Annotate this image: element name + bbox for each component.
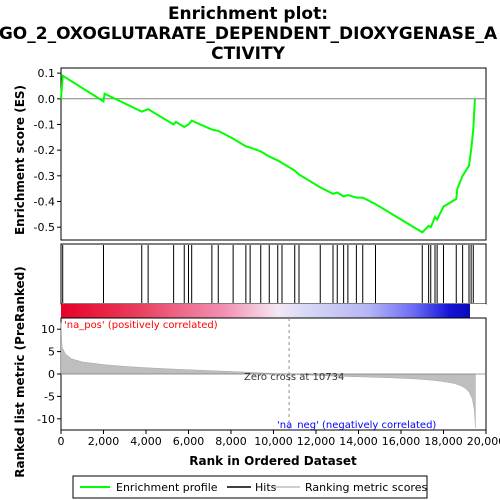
negative-correlation-label: 'na_neg' (negatively correlated): [277, 420, 436, 431]
metric-axis-title: Ranked list metric (PreRanked): [13, 266, 27, 478]
x-tick-label: 2,000: [88, 435, 120, 448]
metric-tick-label: -10: [37, 413, 55, 426]
x-tick-label: 18,000: [424, 435, 463, 448]
x-tick-label: 20,000: [467, 435, 500, 448]
hits-panel-frame: [60, 243, 487, 305]
es-tick-label: -0.3: [34, 170, 55, 183]
x-tick-label: 14,000: [339, 435, 378, 448]
legend-metric-label: Ranking metric scores: [305, 481, 427, 494]
chart-title-line-1: Enrichment plot:: [168, 4, 328, 24]
metric-tick-label: 10: [41, 323, 55, 336]
x-tick-label: 16,000: [382, 435, 421, 448]
metric-tick-label: 5: [48, 346, 55, 359]
chart-title-line-3: CTIVITY: [211, 44, 285, 64]
metric-axis: 10 5 0 -5 -10: [37, 323, 61, 426]
es-panel-frame: [60, 67, 487, 241]
es-tick-label: 0.1: [38, 67, 56, 80]
rank-color-bar-empty: [470, 304, 486, 318]
es-axis: 0.1 0.0 -0.1 -0.2 -0.3 -0.4 -0.5: [34, 67, 61, 234]
es-tick-label: 0.0: [38, 93, 56, 106]
es-tick-label: -0.2: [34, 144, 55, 157]
positive-correlation-label: 'na_pos' (positively correlated): [64, 320, 218, 331]
metric-tick-label: 0: [48, 368, 55, 381]
x-tick-label: 4,000: [130, 435, 162, 448]
es-tick-label: -0.5: [34, 221, 55, 234]
x-axis-title: Rank in Ordered Dataset: [189, 454, 357, 468]
es-tick-label: -0.1: [34, 118, 55, 131]
es-tick-label: -0.4: [34, 195, 55, 208]
legend-enrichment-label: Enrichment profile: [116, 481, 218, 494]
x-axis: 0 2,000 4,000 6,000 8,000 10,000 12,000 14,000 1…: [58, 430, 500, 448]
zero-cross-label: Zero cross at 10734: [244, 372, 344, 383]
enrichment-profile-line: [60, 73, 476, 234]
hits-markers: [62, 245, 474, 303]
chart-title-line-2: GO_2_OXOGLUTARATE_DEPENDENT_DIOXYGENASE_…: [0, 24, 498, 44]
x-tick-label: 6,000: [173, 435, 205, 448]
metric-tick-label: -5: [44, 390, 55, 403]
x-tick-label: 8,000: [215, 435, 247, 448]
es-axis-title: Enrichment score (ES): [13, 85, 27, 235]
x-tick-label: 10,000: [254, 435, 293, 448]
ranking-metric-area: [60, 322, 476, 428]
rank-color-bar: [61, 304, 470, 318]
x-tick-label: 12,000: [297, 435, 336, 448]
legend-hits-label: Hits: [255, 481, 277, 494]
x-tick-label: 0: [58, 435, 65, 448]
